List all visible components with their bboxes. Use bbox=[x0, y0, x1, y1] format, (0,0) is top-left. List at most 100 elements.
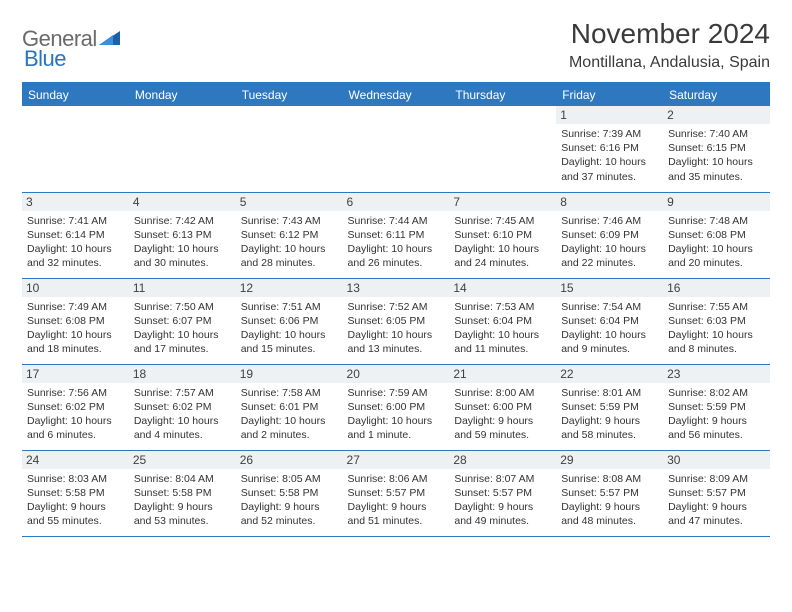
sunset-text: Sunset: 5:58 PM bbox=[27, 486, 124, 500]
sunrise-text: Sunrise: 8:06 AM bbox=[348, 472, 445, 486]
day-number: 16 bbox=[663, 279, 770, 297]
sunrise-text: Sunrise: 8:05 AM bbox=[241, 472, 338, 486]
sunset-text: Sunset: 5:58 PM bbox=[241, 486, 338, 500]
day-number: 12 bbox=[236, 279, 343, 297]
day-number: 28 bbox=[449, 451, 556, 469]
sunset-text: Sunset: 6:00 PM bbox=[454, 400, 551, 414]
calendar-cell: 16Sunrise: 7:55 AMSunset: 6:03 PMDayligh… bbox=[663, 278, 770, 364]
daylight-text: Daylight: 9 hours and 56 minutes. bbox=[668, 414, 765, 442]
daylight-text: Daylight: 10 hours and 35 minutes. bbox=[668, 155, 765, 183]
calendar-cell: 28Sunrise: 8:07 AMSunset: 5:57 PMDayligh… bbox=[449, 450, 556, 536]
daylight-text: Daylight: 10 hours and 1 minute. bbox=[348, 414, 445, 442]
calendar-body: 1Sunrise: 7:39 AMSunset: 6:16 PMDaylight… bbox=[22, 106, 770, 536]
daylight-text: Daylight: 10 hours and 28 minutes. bbox=[241, 242, 338, 270]
sunset-text: Sunset: 5:57 PM bbox=[454, 486, 551, 500]
sunset-text: Sunset: 6:09 PM bbox=[561, 228, 658, 242]
day-number: 14 bbox=[449, 279, 556, 297]
sunset-text: Sunset: 6:04 PM bbox=[454, 314, 551, 328]
calendar-cell: 17Sunrise: 7:56 AMSunset: 6:02 PMDayligh… bbox=[22, 364, 129, 450]
sunset-text: Sunset: 5:57 PM bbox=[348, 486, 445, 500]
calendar-cell: 9Sunrise: 7:48 AMSunset: 6:08 PMDaylight… bbox=[663, 192, 770, 278]
calendar-cell: 4Sunrise: 7:42 AMSunset: 6:13 PMDaylight… bbox=[129, 192, 236, 278]
sunrise-text: Sunrise: 7:51 AM bbox=[241, 300, 338, 314]
day-number: 29 bbox=[556, 451, 663, 469]
calendar-cell: 6 Sunrise: 7:44 AMSunset: 6:11 PMDaylight… bbox=[343, 192, 450, 278]
calendar-cell: 7Sunrise: 7:45 AMSunset: 6:10 PMDaylight… bbox=[449, 192, 556, 278]
day-number: 6 bbox=[343, 193, 450, 211]
sunrise-text: Sunrise: 7:54 AM bbox=[561, 300, 658, 314]
daylight-text: Daylight: 10 hours and 2 minutes. bbox=[241, 414, 338, 442]
sunset-text: Sunset: 6:07 PM bbox=[134, 314, 231, 328]
calendar-cell: 15 Sunrise: 7:54 AMSunset: 6:04 PMDayligh… bbox=[556, 278, 663, 364]
day-number: 26 bbox=[236, 451, 343, 469]
daylight-text: Daylight: 9 hours and 47 minutes. bbox=[668, 500, 765, 528]
daylight-text: Daylight: 10 hours and 22 minutes. bbox=[561, 242, 658, 270]
sunset-text: Sunset: 6:08 PM bbox=[668, 228, 765, 242]
sunset-text: Sunset: 6:08 PM bbox=[27, 314, 124, 328]
calendar-cell bbox=[129, 106, 236, 192]
calendar-cell: 8Sunrise: 7:46 AMSunset: 6:09 PMDaylight… bbox=[556, 192, 663, 278]
sunrise-text: Sunrise: 7:59 AM bbox=[348, 386, 445, 400]
day-number: 21 bbox=[449, 365, 556, 383]
sunrise-text: Sunrise: 8:09 AM bbox=[668, 472, 765, 486]
day-header: Monday bbox=[129, 83, 236, 106]
sunset-text: Sunset: 6:03 PM bbox=[668, 314, 765, 328]
calendar-cell: 10Sunrise: 7:49 AMSunset: 6:08 PMDayligh… bbox=[22, 278, 129, 364]
sunrise-text: Sunrise: 7:49 AM bbox=[27, 300, 124, 314]
sunrise-text: Sunrise: 7:55 AM bbox=[668, 300, 765, 314]
sunset-text: Sunset: 5:58 PM bbox=[134, 486, 231, 500]
sunset-text: Sunset: 5:59 PM bbox=[668, 400, 765, 414]
daylight-text: Daylight: 10 hours and 18 minutes. bbox=[27, 328, 124, 356]
sunrise-text: Sunrise: 8:08 AM bbox=[561, 472, 658, 486]
sunrise-text: Sunrise: 7:53 AM bbox=[454, 300, 551, 314]
day-header: Thursday bbox=[449, 83, 556, 106]
sunset-text: Sunset: 6:02 PM bbox=[134, 400, 231, 414]
calendar-week-row: 24Sunrise: 8:03 AMSunset: 5:58 PMDayligh… bbox=[22, 450, 770, 536]
sunset-text: Sunset: 6:01 PM bbox=[241, 400, 338, 414]
sunset-text: Sunset: 6:06 PM bbox=[241, 314, 338, 328]
calendar-week-row: 1Sunrise: 7:39 AMSunset: 6:16 PMDaylight… bbox=[22, 106, 770, 192]
daylight-text: Daylight: 9 hours and 48 minutes. bbox=[561, 500, 658, 528]
daylight-text: Daylight: 9 hours and 52 minutes. bbox=[241, 500, 338, 528]
sunset-text: Sunset: 6:05 PM bbox=[348, 314, 445, 328]
daylight-text: Daylight: 10 hours and 37 minutes. bbox=[561, 155, 658, 183]
sunrise-text: Sunrise: 7:44 AM bbox=[348, 214, 445, 228]
calendar-table: SundayMondayTuesdayWednesdayThursdayFrid… bbox=[22, 82, 770, 537]
daylight-text: Daylight: 10 hours and 13 minutes. bbox=[348, 328, 445, 356]
daylight-text: Daylight: 10 hours and 26 minutes. bbox=[348, 242, 445, 270]
sunset-text: Sunset: 6:04 PM bbox=[561, 314, 658, 328]
day-number: 11 bbox=[129, 279, 236, 297]
sunset-text: Sunset: 5:57 PM bbox=[668, 486, 765, 500]
sunset-text: Sunset: 6:11 PM bbox=[348, 228, 445, 242]
daylight-text: Daylight: 10 hours and 24 minutes. bbox=[454, 242, 551, 270]
day-number: 23 bbox=[663, 365, 770, 383]
day-number: 27 bbox=[343, 451, 450, 469]
calendar-cell: 24Sunrise: 8:03 AMSunset: 5:58 PMDayligh… bbox=[22, 450, 129, 536]
sunrise-text: Sunrise: 7:43 AM bbox=[241, 214, 338, 228]
daylight-text: Daylight: 10 hours and 30 minutes. bbox=[134, 242, 231, 270]
calendar-cell: 30Sunrise: 8:09 AMSunset: 5:57 PMDayligh… bbox=[663, 450, 770, 536]
daylight-text: Daylight: 9 hours and 49 minutes. bbox=[454, 500, 551, 528]
day-number: 19 bbox=[236, 365, 343, 383]
sunrise-text: Sunrise: 8:01 AM bbox=[561, 386, 658, 400]
calendar-cell: 27 Sunrise: 8:06 AMSunset: 5:57 PMDayligh… bbox=[343, 450, 450, 536]
sunset-text: Sunset: 6:16 PM bbox=[561, 141, 658, 155]
daylight-text: Daylight: 10 hours and 4 minutes. bbox=[134, 414, 231, 442]
calendar-cell: 13Sunrise: 7:52 AMSunset: 6:05 PMDayligh… bbox=[343, 278, 450, 364]
daylight-text: Daylight: 10 hours and 9 minutes. bbox=[561, 328, 658, 356]
daylight-text: Daylight: 9 hours and 58 minutes. bbox=[561, 414, 658, 442]
calendar-cell: 26 Sunrise: 8:05 AMSunset: 5:58 PMDayligh… bbox=[236, 450, 343, 536]
daylight-text: Daylight: 9 hours and 53 minutes. bbox=[134, 500, 231, 528]
day-number: 15 bbox=[556, 279, 663, 297]
daylight-text: Daylight: 9 hours and 51 minutes. bbox=[348, 500, 445, 528]
sunrise-text: Sunrise: 7:39 AM bbox=[561, 127, 658, 141]
brand-word2: Blue bbox=[24, 46, 66, 71]
calendar-cell: 29Sunrise: 8:08 AMSunset: 5:57 PMDayligh… bbox=[556, 450, 663, 536]
calendar-cell: 14Sunrise: 7:53 AMSunset: 6:04 PMDayligh… bbox=[449, 278, 556, 364]
sunset-text: Sunset: 6:10 PM bbox=[454, 228, 551, 242]
calendar-cell: 21Sunrise: 8:00 AMSunset: 6:00 PMDayligh… bbox=[449, 364, 556, 450]
calendar-head: SundayMondayTuesdayWednesdayThursdayFrid… bbox=[22, 83, 770, 106]
daylight-text: Daylight: 9 hours and 59 minutes. bbox=[454, 414, 551, 442]
sunrise-text: Sunrise: 7:40 AM bbox=[668, 127, 765, 141]
day-header: Sunday bbox=[22, 83, 129, 106]
